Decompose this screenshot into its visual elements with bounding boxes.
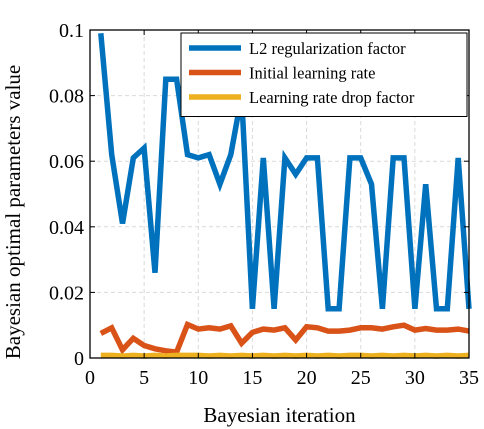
- x-tick-label: 0: [85, 367, 95, 389]
- y-tick-label: 0.1: [59, 20, 84, 42]
- x-axis-label: Bayesian iteration: [203, 403, 356, 427]
- y-tick-label: 0.08: [49, 86, 84, 108]
- series-line-2: [99, 320, 470, 356]
- plot-frame: [89, 29, 470, 359]
- legend-label-2: Initial learning rate: [249, 64, 375, 83]
- series-lines: [98, 33, 472, 359]
- y-tick-label: 0.04: [49, 217, 84, 239]
- legend-label-3: Learning rate drop factor: [249, 88, 415, 107]
- axis-ticks: 0 5 10 15 20 25 30 35 0 0.02 0.04 0.06 0.08 0.1: [49, 20, 479, 389]
- x-tick-label: 10: [188, 367, 208, 389]
- y-tick-label: 0.02: [49, 282, 84, 304]
- y-axis-label: Bayesian optimal parameters value: [1, 65, 25, 359]
- x-tick-label: 5: [139, 367, 149, 389]
- y-tick-label: 0.06: [49, 151, 84, 173]
- legend-label-1: L2 regularization factor: [249, 39, 406, 58]
- series-line-1: [98, 33, 472, 312]
- x-tick-label: 25: [351, 367, 371, 389]
- legend: L2 regularization factor Initial learning…: [180, 32, 468, 117]
- x-tick-label: 15: [242, 367, 262, 389]
- x-tick-label: 20: [297, 367, 317, 389]
- series-line-3: [100, 352, 470, 359]
- x-tick-label: 30: [405, 367, 425, 389]
- y-tick-label: 0: [74, 348, 84, 370]
- x-tick-label: 35: [459, 367, 479, 389]
